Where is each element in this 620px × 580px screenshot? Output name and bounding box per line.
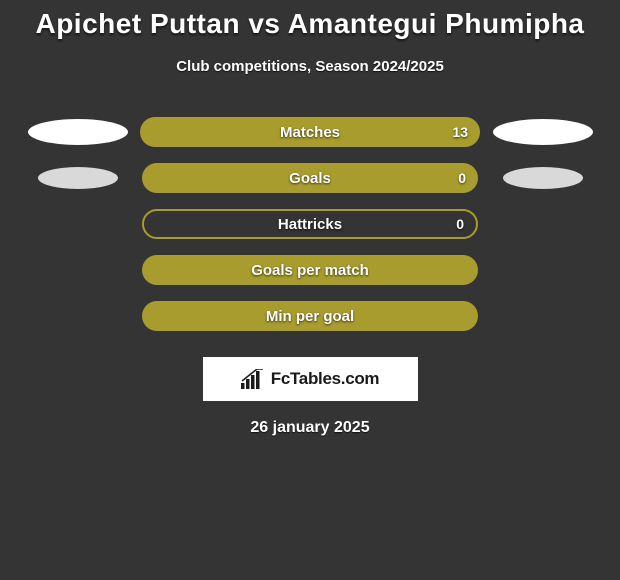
comparison-infographic: Apichet Puttan vs Amantegui Phumipha Clu… <box>0 0 620 580</box>
stat-bar: Goals0 <box>142 163 478 193</box>
stat-row: Min per goal <box>0 293 620 339</box>
stat-bar: Min per goal <box>142 301 478 331</box>
stat-label: Min per goal <box>142 308 478 325</box>
stat-bar: Matches13 <box>140 117 480 147</box>
stat-bar: Hattricks0 <box>142 209 478 239</box>
stat-row: Goals per match <box>0 247 620 293</box>
stat-row: Matches13 <box>0 109 620 155</box>
stat-value-right: 13 <box>452 124 468 140</box>
subtitle: Club competitions, Season 2024/2025 <box>0 58 620 75</box>
bar-chart-icon <box>241 369 265 389</box>
stat-rows: Matches13Goals0Hattricks0Goals per match… <box>0 109 620 339</box>
stat-row: Hattricks0 <box>0 201 620 247</box>
page-title: Apichet Puttan vs Amantegui Phumipha <box>0 0 620 40</box>
brand-badge: FcTables.com <box>203 357 418 401</box>
stat-label: Matches <box>140 124 480 141</box>
avatar-placeholder <box>503 167 583 189</box>
stat-value-right: 0 <box>456 216 464 232</box>
avatar-placeholder <box>493 119 593 145</box>
brand-text: FcTables.com <box>271 369 380 389</box>
stat-value-right: 0 <box>458 170 466 186</box>
stat-row: Goals0 <box>0 155 620 201</box>
player-right-marker <box>480 119 605 145</box>
stat-bar: Goals per match <box>142 255 478 285</box>
player-left-marker <box>15 119 140 145</box>
stat-label: Goals <box>142 170 478 187</box>
stat-bar-wrap: Min per goal <box>140 301 480 331</box>
avatar-placeholder <box>38 167 118 189</box>
player-left-marker <box>15 167 140 189</box>
stat-bar-wrap: Goals per match <box>140 255 480 285</box>
stat-bar-wrap: Hattricks0 <box>140 209 480 239</box>
stat-bar-wrap: Goals0 <box>140 163 480 193</box>
avatar-placeholder <box>28 119 128 145</box>
player-right-marker <box>480 167 605 189</box>
snapshot-date: 26 january 2025 <box>0 419 620 437</box>
stat-label: Hattricks <box>144 216 476 233</box>
stat-bar-wrap: Matches13 <box>140 117 480 147</box>
stat-label: Goals per match <box>142 262 478 279</box>
